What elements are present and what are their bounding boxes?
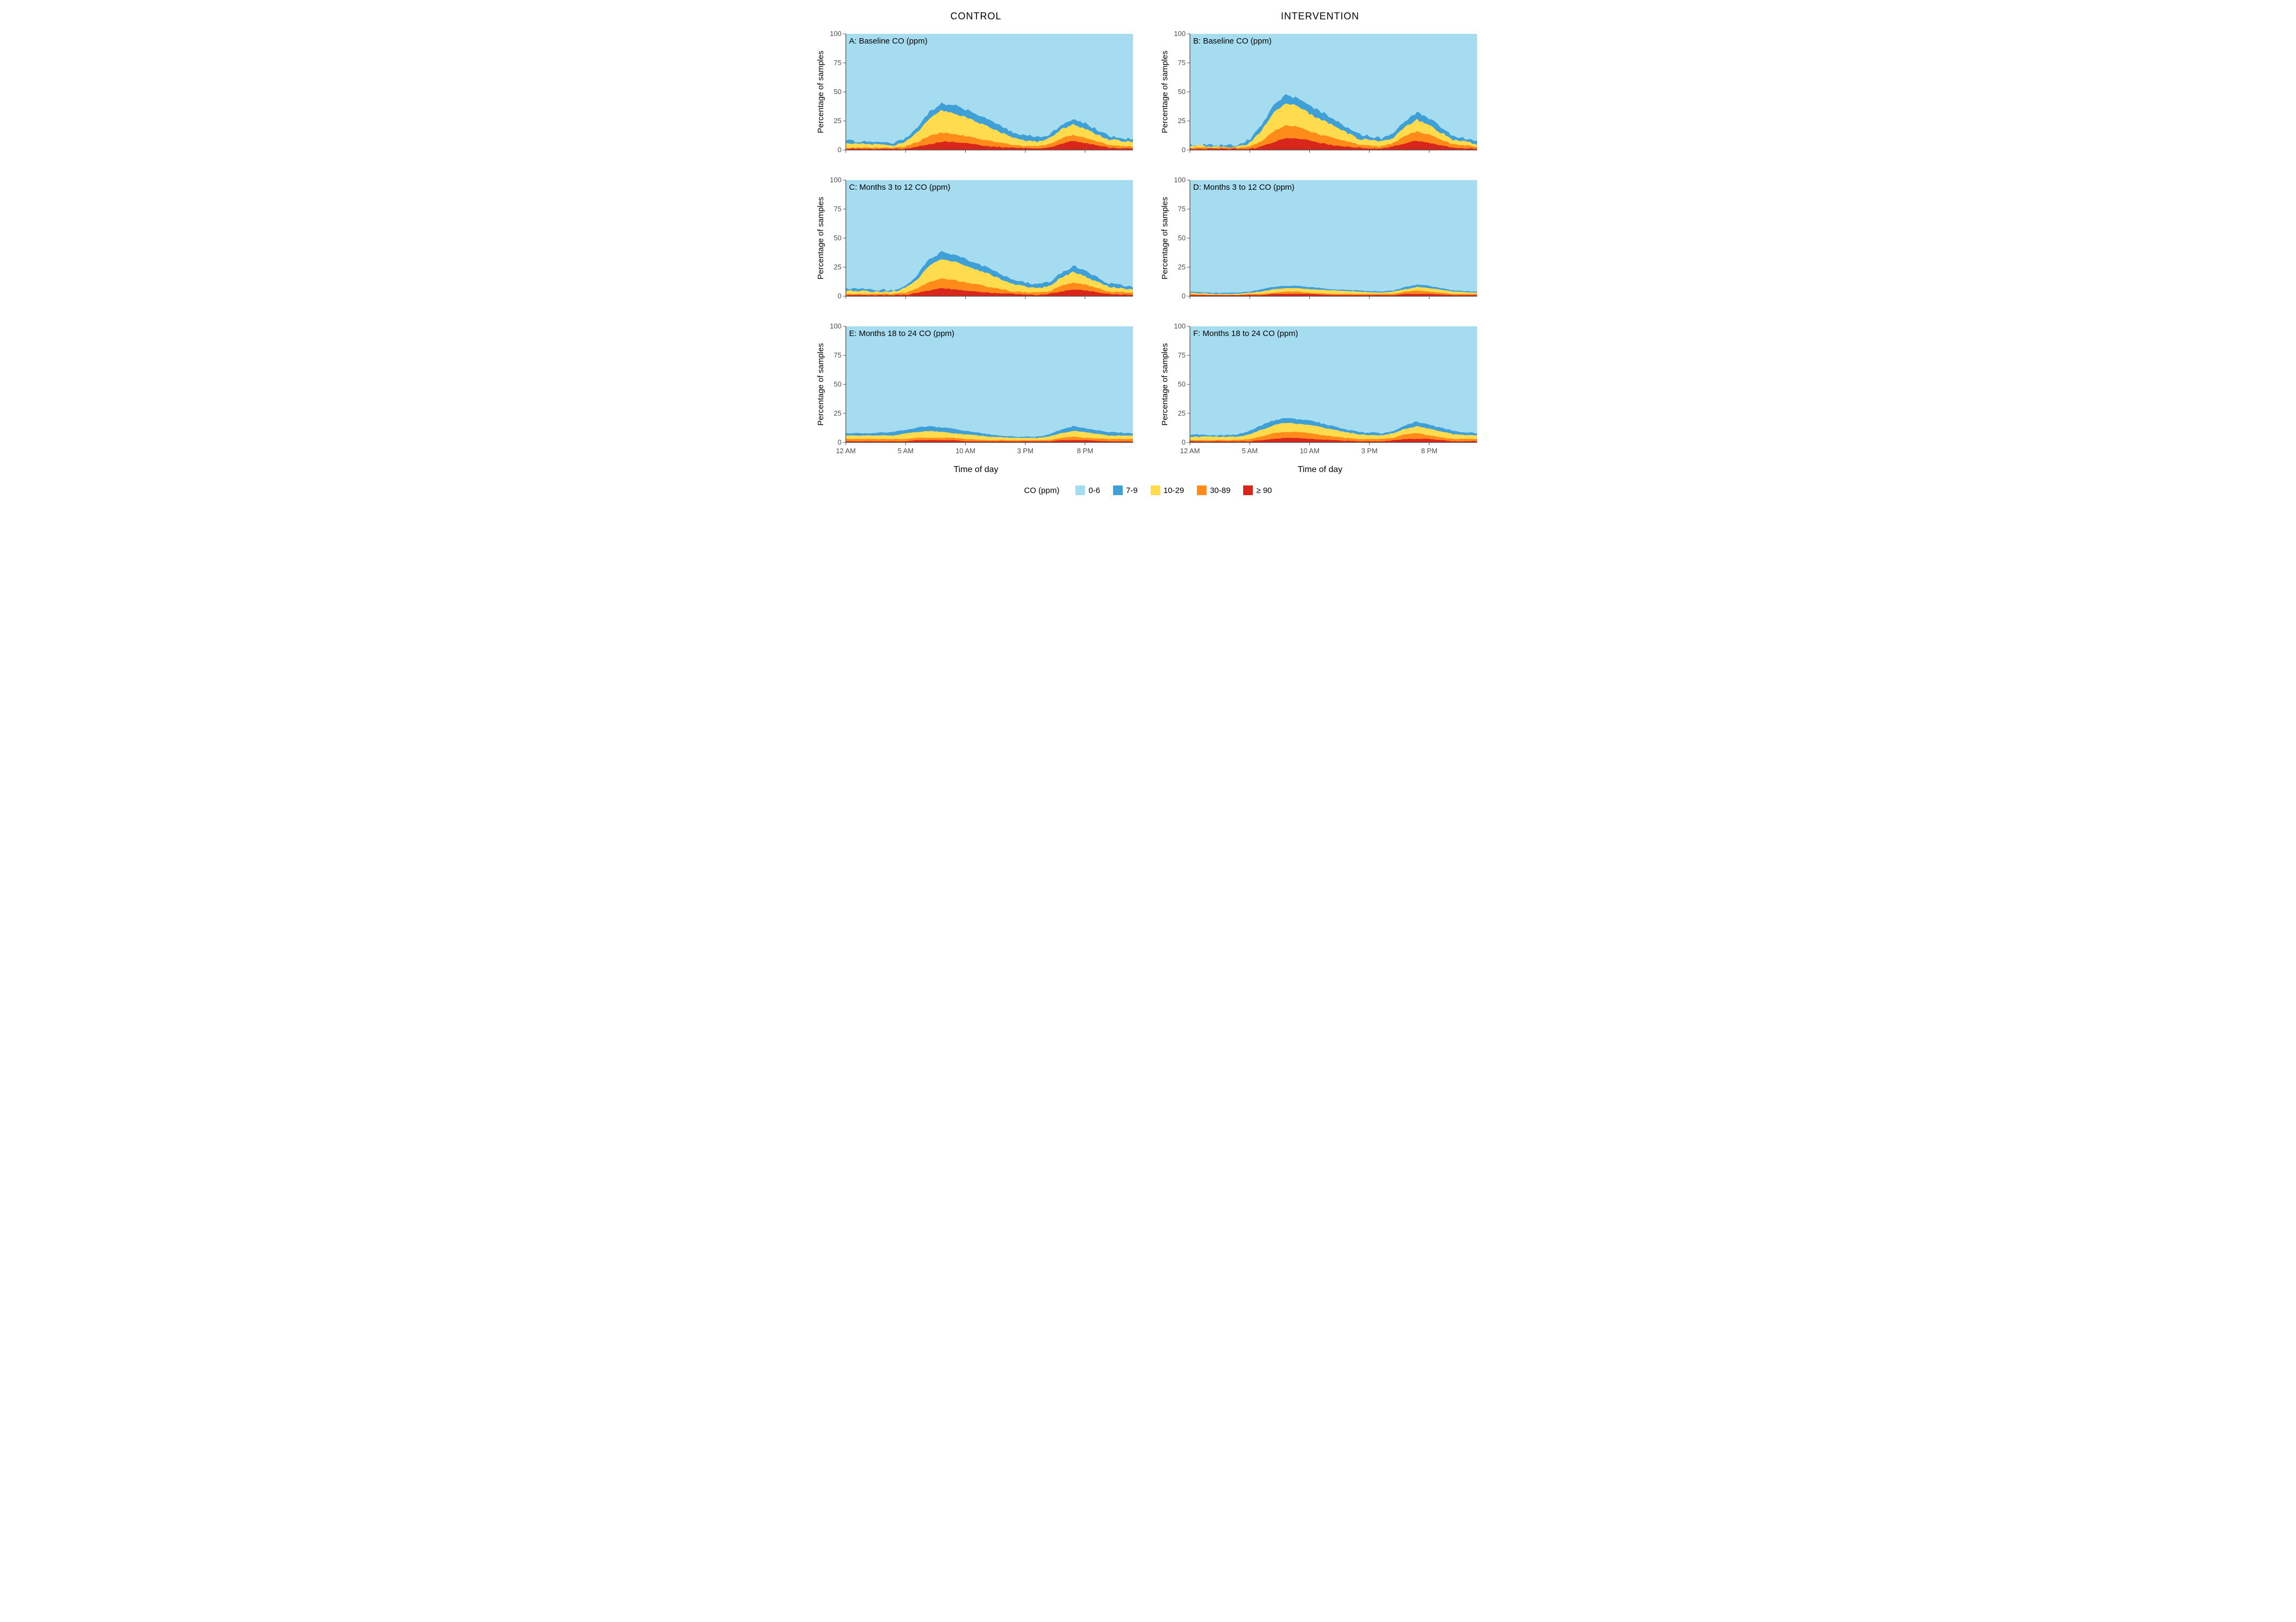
svg-text:D: Months 3 to 12 CO (ppm): D: Months 3 to 12 CO (ppm) [1193, 183, 1294, 192]
svg-text:25: 25 [1178, 409, 1186, 417]
panel-svg-A: 0 25 50 75 100 Percentage of samples A: Baseli… [815, 28, 1137, 168]
panel-A: 0 25 50 75 100 Percentage of samples A: Baseli… [815, 28, 1137, 168]
panel-svg-C: 0 25 50 75 100 Percentage of samples C: Months… [815, 175, 1137, 315]
svg-text:8 PM: 8 PM [1077, 447, 1093, 455]
svg-text:0: 0 [1182, 438, 1186, 446]
svg-text:75: 75 [1178, 59, 1186, 67]
legend-item-3: 30-89 [1197, 485, 1230, 495]
svg-text:5 AM: 5 AM [897, 447, 914, 455]
svg-text:5 AM: 5 AM [1242, 447, 1258, 455]
legend-label-3: 30-89 [1210, 486, 1230, 495]
svg-text:100: 100 [830, 322, 842, 330]
svg-text:C: Months 3 to 12 CO (ppm): C: Months 3 to 12 CO (ppm) [849, 183, 950, 192]
legend-item-2: 10-29 [1151, 485, 1184, 495]
svg-text:Percentage of samples: Percentage of samples [816, 51, 825, 133]
svg-text:0: 0 [838, 146, 842, 154]
svg-text:3 PM: 3 PM [1017, 447, 1033, 455]
legend-item-4: ≥ 90 [1243, 485, 1272, 495]
legend-item-1: 7-9 [1113, 485, 1138, 495]
svg-text:75: 75 [1178, 351, 1186, 359]
svg-text:100: 100 [1174, 30, 1186, 38]
legend-label-0: 0-6 [1088, 486, 1100, 495]
svg-text:50: 50 [834, 88, 842, 96]
svg-text:100: 100 [1174, 176, 1186, 184]
legend-swatch-0 [1075, 485, 1085, 495]
svg-text:8 PM: 8 PM [1421, 447, 1437, 455]
svg-text:E: Months 18 to 24 CO (ppm): E: Months 18 to 24 CO (ppm) [849, 329, 954, 338]
svg-text:Percentage of samples: Percentage of samples [1160, 343, 1170, 425]
svg-text:0: 0 [838, 438, 842, 446]
svg-text:50: 50 [834, 380, 842, 388]
svg-text:0: 0 [838, 292, 842, 300]
svg-text:Percentage of samples: Percentage of samples [816, 197, 825, 279]
svg-text:25: 25 [1178, 263, 1186, 271]
legend-label-1: 7-9 [1126, 486, 1138, 495]
svg-text:F: Months 18 to 24 CO (ppm): F: Months 18 to 24 CO (ppm) [1193, 329, 1298, 338]
svg-text:100: 100 [830, 176, 842, 184]
panel-svg-D: 0 25 50 75 100 Percentage of samples D: Months… [1159, 175, 1481, 315]
panel-F: 0 25 50 75 100 12 AM 5 AM 10 AM 3 PM 8 PM Percenta… [1159, 321, 1481, 461]
svg-text:25: 25 [834, 263, 842, 271]
svg-text:3 PM: 3 PM [1361, 447, 1378, 455]
svg-text:75: 75 [834, 351, 842, 359]
svg-text:12 AM: 12 AM [836, 447, 856, 455]
panel-D: 0 25 50 75 100 Percentage of samples D: Months… [1159, 175, 1481, 315]
panel-C: 0 25 50 75 100 Percentage of samples C: Months… [815, 175, 1137, 315]
svg-text:10 AM: 10 AM [956, 447, 975, 455]
panel-svg-B: 0 25 50 75 100 Percentage of samples B: Baseli… [1159, 28, 1481, 168]
legend-swatch-1 [1113, 485, 1123, 495]
svg-text:25: 25 [1178, 117, 1186, 125]
panel-svg-F: 0 25 50 75 100 12 AM 5 AM 10 AM 3 PM 8 PM Percenta… [1159, 321, 1481, 461]
svg-text:75: 75 [834, 59, 842, 67]
legend-swatch-3 [1197, 485, 1207, 495]
svg-text:25: 25 [834, 117, 842, 125]
x-axis-label-left: Time of day [815, 465, 1137, 475]
svg-text:Percentage of samples: Percentage of samples [1160, 51, 1170, 133]
column-header-intervention: INTERVENTION [1159, 11, 1481, 22]
legend-label-4: ≥ 90 [1256, 486, 1272, 495]
legend-title: CO (ppm) [1024, 486, 1059, 495]
legend-swatch-4 [1243, 485, 1253, 495]
svg-text:A: Baseline CO (ppm): A: Baseline CO (ppm) [849, 37, 928, 46]
svg-text:Percentage of samples: Percentage of samples [816, 343, 825, 425]
legend-label-2: 10-29 [1164, 486, 1184, 495]
svg-text:50: 50 [1178, 88, 1186, 96]
column-header-control: CONTROL [815, 11, 1137, 22]
svg-text:50: 50 [1178, 234, 1186, 242]
svg-text:50: 50 [834, 234, 842, 242]
svg-text:0: 0 [1182, 146, 1186, 154]
svg-text:Percentage of samples: Percentage of samples [1160, 197, 1170, 279]
svg-text:12 AM: 12 AM [1180, 447, 1200, 455]
svg-text:75: 75 [834, 205, 842, 213]
panel-svg-E: 0 25 50 75 100 12 AM 5 AM 10 AM 3 PM 8 PM Percenta… [815, 321, 1137, 461]
xlabel-row: Time of day Time of day [815, 467, 1481, 475]
svg-text:50: 50 [1178, 380, 1186, 388]
svg-text:100: 100 [830, 30, 842, 38]
svg-text:0: 0 [1182, 292, 1186, 300]
svg-text:10 AM: 10 AM [1300, 447, 1320, 455]
svg-text:100: 100 [1174, 322, 1186, 330]
svg-text:75: 75 [1178, 205, 1186, 213]
panel-B: 0 25 50 75 100 Percentage of samples B: Baseli… [1159, 28, 1481, 168]
legend-item-0: 0-6 [1075, 485, 1100, 495]
svg-text:25: 25 [834, 409, 842, 417]
figure-grid: CONTROL INTERVENTION 0 25 50 75 100 Percentag… [815, 11, 1481, 495]
panel-E: 0 25 50 75 100 12 AM 5 AM 10 AM 3 PM 8 PM Percenta… [815, 321, 1137, 461]
x-axis-label-right: Time of day [1159, 465, 1481, 475]
svg-text:B: Baseline CO (ppm): B: Baseline CO (ppm) [1193, 37, 1272, 46]
legend-swatch-2 [1151, 485, 1160, 495]
legend: CO (ppm) 0-6 7-9 10-29 30-89 ≥ 90 [815, 485, 1481, 495]
